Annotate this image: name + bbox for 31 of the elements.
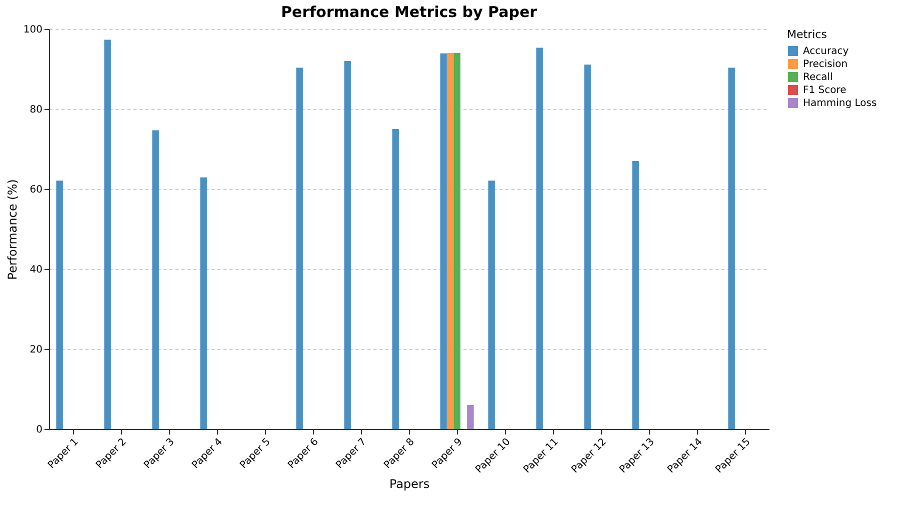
bar (152, 130, 159, 429)
legend-title: Metrics (787, 28, 828, 41)
y-axis-title: Performance (%) (5, 179, 20, 280)
legend-label: Hamming Loss (803, 98, 877, 109)
y-tick-label: 40 (30, 264, 42, 276)
bar (728, 68, 735, 429)
y-tick-label: 0 (36, 424, 42, 436)
bar (392, 129, 399, 429)
bar (488, 180, 495, 429)
y-tick-label: 20 (30, 344, 42, 356)
legend-label: Accuracy (803, 46, 849, 57)
legend-label: F1 Score (803, 85, 846, 96)
bar (56, 180, 63, 429)
bar (344, 61, 351, 429)
bar (454, 53, 460, 429)
bar (200, 177, 207, 429)
y-tick-label: 80 (30, 104, 42, 116)
legend-label: Precision (803, 59, 848, 70)
bar (467, 405, 474, 429)
bar (584, 64, 591, 429)
legend-label: Recall (803, 72, 833, 83)
y-tick-label: 60 (30, 184, 42, 196)
bar (536, 48, 543, 429)
y-tick-label: 100 (23, 24, 42, 36)
x-axis-title: Papers (389, 476, 430, 491)
bar (104, 40, 111, 429)
chart-title: Performance Metrics by Paper (280, 3, 538, 21)
bar (446, 53, 454, 429)
bar (296, 68, 303, 429)
bar (632, 161, 639, 429)
bar (440, 53, 447, 429)
